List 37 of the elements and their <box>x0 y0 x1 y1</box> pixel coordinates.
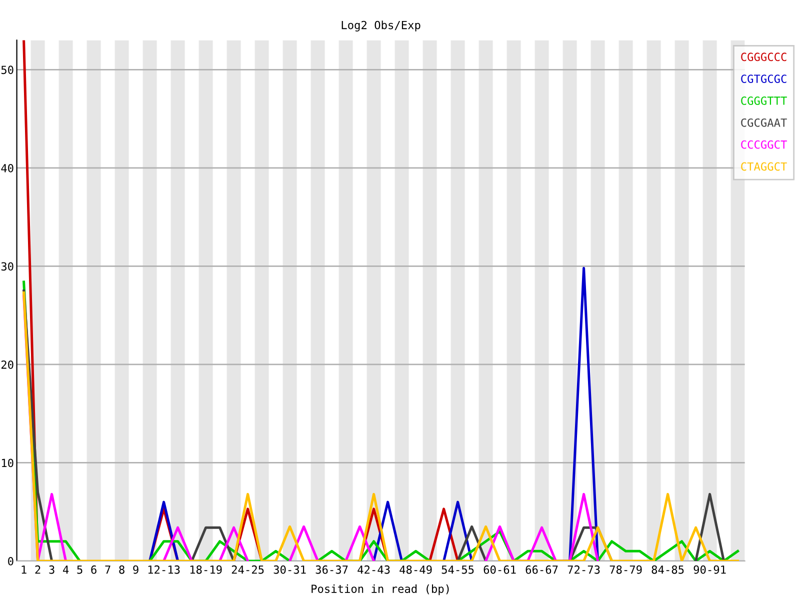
y-tick-label: 50 <box>1 66 14 74</box>
x-tick-label: 90-91 <box>694 565 726 574</box>
x-tick-label: 7 <box>105 566 110 574</box>
x-tick-label: 48-49 <box>400 565 432 574</box>
y-tick-label: 20 <box>1 360 14 369</box>
text: CCCGGCT <box>741 140 787 149</box>
y-tick-label: 40 <box>1 164 14 172</box>
x-tick-label: 60-61 <box>484 565 516 574</box>
y-tick-label: 0 <box>8 557 14 566</box>
y-tick-label: 10 <box>2 458 14 468</box>
x-tick-label: 5 <box>77 566 82 574</box>
chart-title: Log2 Obs/Exp <box>342 20 420 32</box>
text: CGCGAAT <box>741 118 787 127</box>
x-tick-label: 66-67 <box>526 565 558 574</box>
x-tick-label: 24-25 <box>232 565 264 574</box>
x-tick-label: 3 <box>49 565 54 574</box>
x-tick-label: 6 <box>91 565 96 574</box>
x-tick-label: 2 <box>35 565 40 574</box>
text: CGGGTTT <box>741 96 787 105</box>
x-tick-label: 12-13 <box>148 565 180 574</box>
text: CGGGCCC <box>741 52 786 62</box>
x-tick-label: 72-73 <box>568 565 600 574</box>
x-tick-label: 8 <box>119 565 124 574</box>
x-tick-label: 78-79 <box>610 565 642 574</box>
x-tick-label: 18-19 <box>190 565 222 574</box>
y-tick-label: 30 <box>1 262 14 271</box>
x-tick-label: 84-85 <box>652 565 684 574</box>
x-tick-label: 4 <box>63 566 69 574</box>
text: CTAGGCT <box>741 162 787 171</box>
x-tick-label: 36-37 <box>316 565 348 574</box>
x-axis-title: Position in read (bp) <box>312 584 449 596</box>
x-tick-label: 1 <box>22 566 26 574</box>
x-tick-label: 54-55 <box>442 566 474 574</box>
x-tick-label: 30-31 <box>274 565 306 574</box>
x-tick-label: 42-43 <box>358 565 390 574</box>
text: CGTGCGC <box>741 74 786 84</box>
x-tick-label: 9 <box>133 565 138 574</box>
